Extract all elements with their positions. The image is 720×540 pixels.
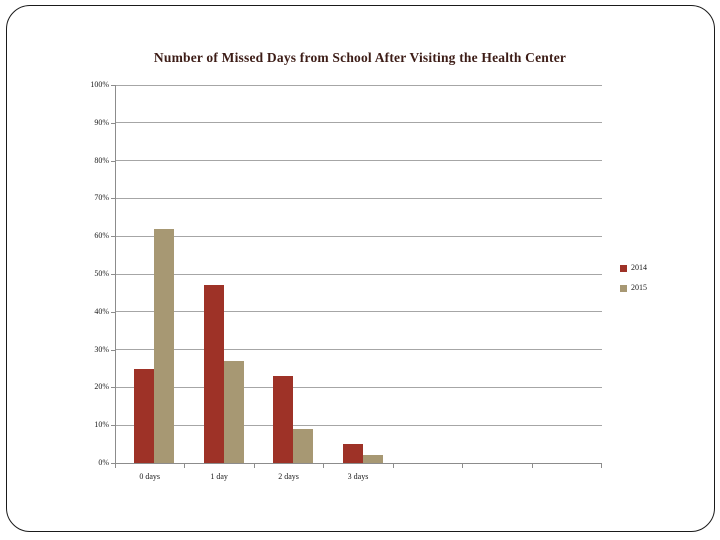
x-axis-tick [601,464,602,468]
gridline [116,160,602,162]
y-axis-tick-label: 100% [90,80,109,89]
bar-2015-2days [293,428,314,463]
legend-label: 2014 [631,263,647,272]
y-axis-tick [111,160,115,162]
y-axis-tick [111,311,115,313]
bar-2015-0days [154,228,175,463]
legend: 2014 2015 [620,262,647,302]
y-axis-tick [111,425,115,427]
bar-2015-3days [362,455,383,463]
gridline [116,273,602,275]
y-axis-tick-label: 60% [94,231,109,241]
y-axis-tick-label: 30% [94,344,109,354]
legend-swatch-icon [620,264,627,272]
gridline [116,122,602,124]
x-axis-category-label: 3 days [347,472,369,481]
gridline [116,349,602,351]
legend-swatch-icon [620,284,627,292]
x-axis-tick [323,464,325,468]
y-axis-tick [111,236,115,238]
slide-border [6,5,715,532]
y-axis-tick [111,463,115,464]
y-axis-tick-label: 40% [94,306,109,316]
x-axis-tick [392,464,394,468]
bar-2015-1day [223,360,244,463]
gridline [116,197,602,199]
legend-item-2014: 2014 [620,262,647,274]
legend-item-2015: 2015 [620,282,647,294]
gridline [116,235,602,237]
y-axis-tick-label: 0% [98,458,109,467]
gridline [116,311,602,313]
legend-label: 2015 [631,283,647,292]
y-axis-tick [111,274,115,275]
x-axis-tick [115,464,116,468]
x-axis-tick [531,464,533,468]
y-axis-tick [111,387,115,389]
y-axis-tick [111,122,115,124]
y-axis-tick [111,198,115,200]
x-axis-tick [184,464,186,468]
bar-2014-3days [342,444,363,463]
y-axis-tick-label: 20% [94,382,109,392]
gridline [116,424,602,426]
bar-2014-1day [203,285,224,463]
y-axis-tick-label: 10% [94,420,109,430]
x-axis-category-label: 1 day [210,472,228,481]
y-axis-tick [111,349,115,351]
bar-2014-2days [273,376,294,463]
y-axis-tick [111,85,115,86]
x-axis-tick [462,464,464,468]
x-axis-category-label: 0 days [139,472,161,481]
y-axis-tick-label: 80% [94,155,109,165]
y-axis-tick-label: 70% [94,193,109,203]
chart-title: Number of Missed Days from School After … [153,50,567,65]
plot-area [115,84,602,464]
x-axis-category-label: 2 days [278,472,299,481]
gridline [116,386,602,388]
y-axis-tick-label: 50% [94,269,109,278]
gridline [116,84,602,86]
x-axis-tick [253,464,255,468]
bar-2014-0days [134,368,155,463]
y-axis-tick-label: 90% [94,117,109,127]
